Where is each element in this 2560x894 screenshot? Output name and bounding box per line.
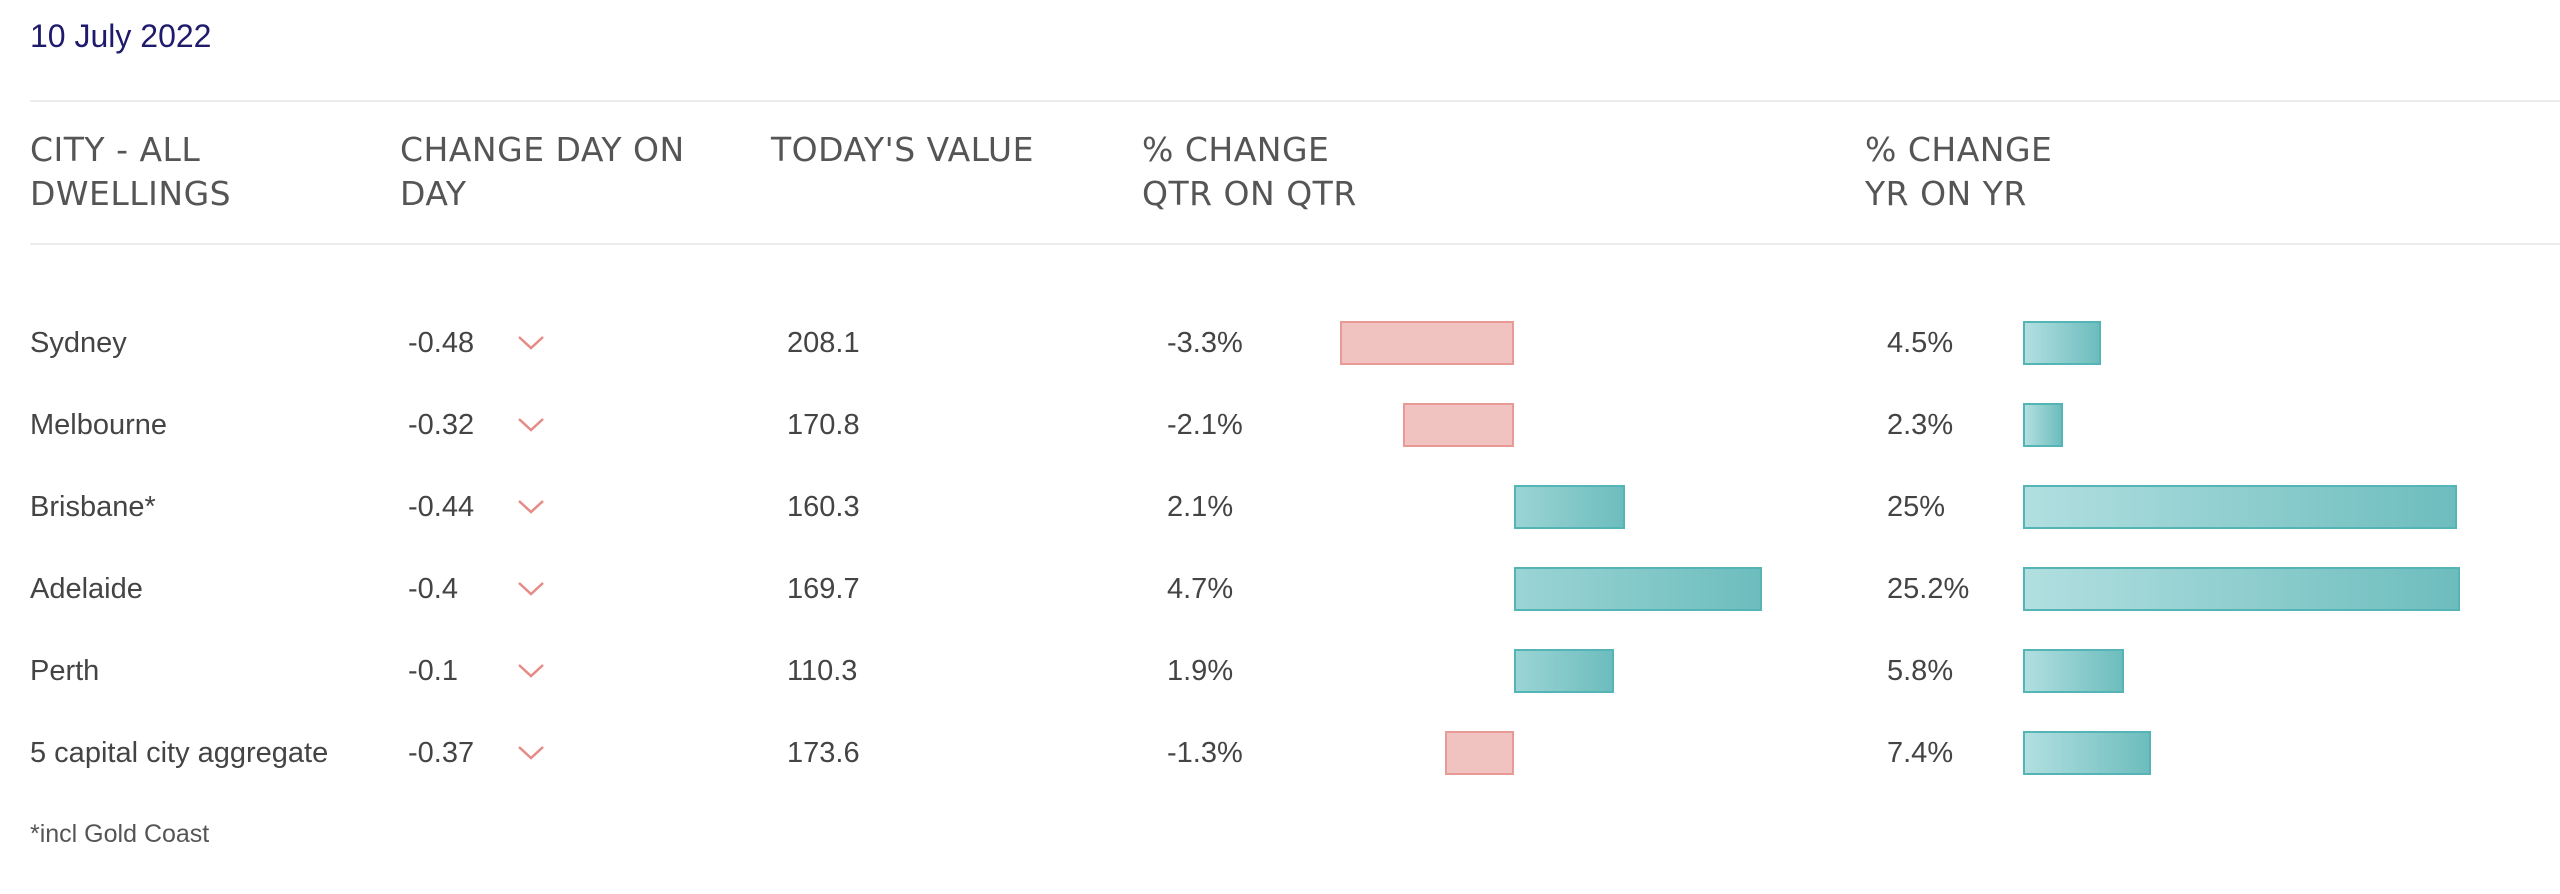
- today-value: 173.6: [787, 737, 860, 769]
- yr-change-value: 4.5%: [1887, 327, 1954, 359]
- qtr-change-value: -1.3%: [1167, 737, 1243, 769]
- qtr-change-bar: [1514, 485, 1625, 529]
- city-name: 5 capital city aggregate: [30, 737, 329, 769]
- change-day-value: -0.37: [408, 737, 475, 769]
- today-value: 170.8: [787, 409, 860, 441]
- header-today-value: TODAY'S VALUE: [771, 130, 1034, 169]
- qtr-change-bar: [1403, 403, 1514, 447]
- qtr-change-value: 2.1%: [1167, 491, 1234, 523]
- city-name: Sydney: [30, 327, 127, 359]
- top-divider: [30, 100, 2560, 102]
- chevron-down-icon: [518, 664, 544, 678]
- yr-change-bar: [2023, 567, 2461, 611]
- chevron-down-icon: [518, 746, 544, 760]
- today-value: 110.3: [787, 655, 858, 687]
- qtr-change-value: -2.1%: [1167, 409, 1243, 441]
- chevron-down-icon: [518, 500, 544, 514]
- chevron-down-icon: [518, 336, 544, 350]
- yr-change-bar: [2023, 649, 2124, 693]
- header-qtr-change: % CHANGE QTR ON QTR: [1142, 130, 1357, 213]
- qtr-change-bar: [1514, 649, 1615, 693]
- change-day-value: -0.4: [408, 573, 458, 605]
- yr-change-bar: [2023, 321, 2102, 365]
- change-day-value: -0.48: [408, 327, 475, 359]
- yr-change-value: 5.8%: [1887, 655, 1954, 687]
- change-day-value: -0.44: [408, 491, 475, 523]
- yr-change-bar: [2023, 731, 2152, 775]
- qtr-change-value: -3.3%: [1167, 327, 1243, 359]
- today-value: 208.1: [787, 327, 860, 359]
- chevron-down-icon: [518, 582, 544, 596]
- qtr-change-value: 4.7%: [1167, 573, 1234, 605]
- qtr-change-bar: [1340, 321, 1514, 365]
- chevron-down-icon: [518, 418, 544, 432]
- footnote: *incl Gold Coast: [30, 820, 210, 848]
- yr-change-value: 25%: [1887, 491, 1946, 523]
- yr-change-bar: [2023, 403, 2063, 447]
- city-name: Melbourne: [30, 409, 168, 441]
- city-name: Adelaide: [30, 573, 143, 605]
- qtr-change-bar: [1514, 567, 1762, 611]
- header-city: CITY - ALL DWELLINGS: [30, 130, 232, 213]
- change-day-value: -0.1: [408, 655, 458, 687]
- header-change-day: CHANGE DAY ON DAY: [400, 130, 685, 213]
- today-value: 169.7: [787, 573, 860, 605]
- header-yr-change: % CHANGE YR ON YR: [1865, 130, 2053, 213]
- report-date: 10 July 2022: [30, 18, 212, 54]
- change-day-value: -0.32: [408, 409, 475, 441]
- qtr-change-bar: [1445, 731, 1514, 775]
- yr-change-value: 25.2%: [1887, 573, 1970, 605]
- yr-change-bar: [2023, 485, 2457, 529]
- city-name: Brisbane*: [30, 491, 156, 523]
- header-divider: [30, 243, 2560, 245]
- today-value: 160.3: [787, 491, 860, 523]
- city-name: Perth: [30, 655, 100, 687]
- qtr-change-value: 1.9%: [1167, 655, 1234, 687]
- yr-change-value: 2.3%: [1887, 409, 1954, 441]
- yr-change-value: 7.4%: [1887, 737, 1954, 769]
